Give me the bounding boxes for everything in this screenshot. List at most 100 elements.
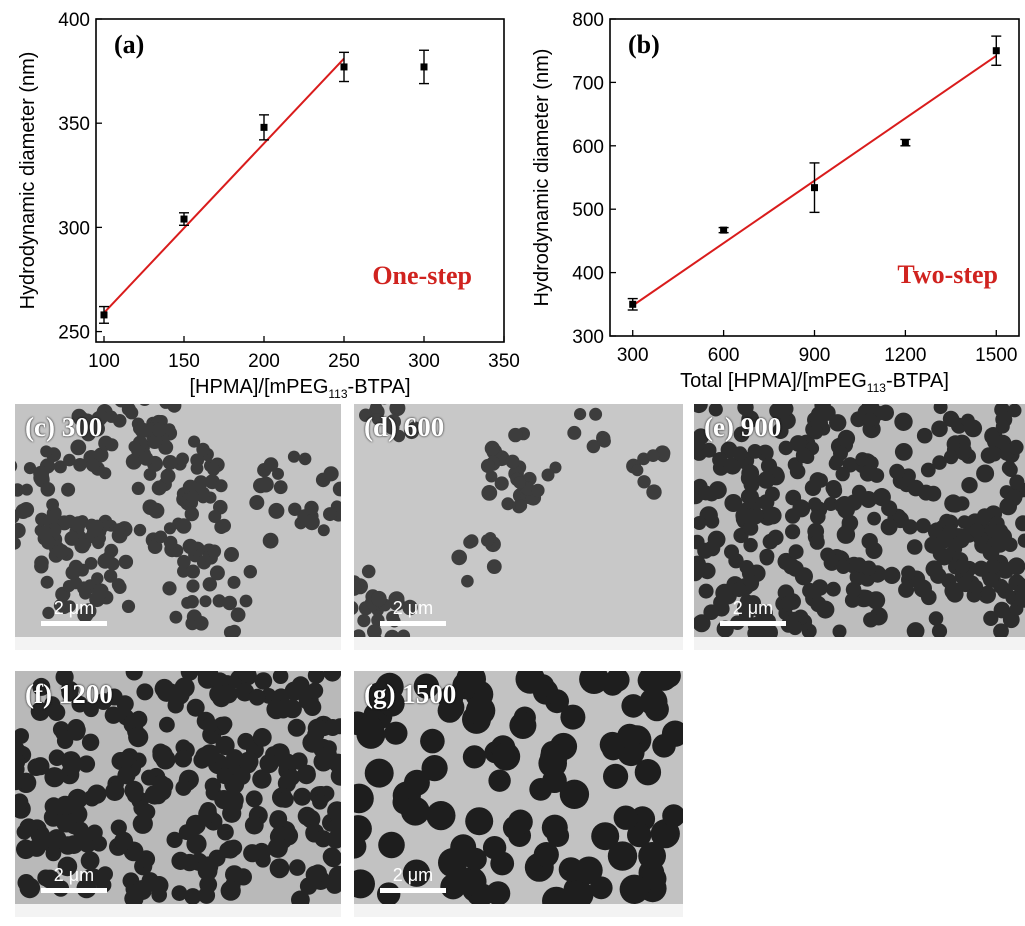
particle	[110, 819, 127, 836]
particle	[995, 419, 1010, 434]
particle	[439, 695, 465, 720]
particle	[61, 482, 76, 497]
particle	[836, 559, 851, 574]
particle	[243, 844, 262, 863]
particle	[764, 486, 780, 502]
particle	[159, 716, 175, 733]
particle	[737, 404, 754, 416]
particle	[217, 823, 234, 841]
micrograph-particles	[694, 404, 1025, 642]
particle	[936, 549, 953, 566]
particle	[163, 535, 178, 550]
particle	[15, 728, 29, 744]
particle	[712, 452, 728, 468]
tem-panel-e: (e) 900 2 μm	[694, 404, 1025, 650]
micrograph-footer	[15, 637, 341, 650]
particle	[541, 814, 568, 841]
particle	[371, 413, 385, 426]
particle	[176, 518, 192, 534]
data-point	[811, 184, 818, 192]
particle	[252, 769, 272, 789]
particle	[323, 466, 339, 482]
particle	[456, 671, 486, 694]
particle	[1008, 439, 1024, 455]
particle	[314, 830, 332, 848]
particle	[694, 565, 704, 582]
particle	[230, 607, 246, 623]
particle	[152, 774, 170, 792]
particle	[201, 717, 218, 733]
y-tick-label: 500	[572, 200, 604, 221]
particle	[23, 462, 37, 475]
particle	[128, 727, 149, 748]
particle	[277, 791, 294, 808]
particle	[809, 534, 825, 550]
particle	[920, 462, 936, 478]
particle	[47, 829, 67, 849]
particle	[131, 481, 145, 495]
particle	[304, 514, 320, 531]
tem-label-d: (d) 600	[364, 412, 445, 442]
particle	[789, 435, 807, 452]
particle	[740, 468, 759, 488]
data-point	[340, 63, 348, 71]
particle	[20, 483, 33, 496]
particle	[603, 763, 629, 789]
particle	[202, 577, 217, 592]
particle	[154, 530, 168, 544]
particle	[289, 859, 306, 876]
particle	[643, 867, 667, 891]
particle	[933, 404, 948, 415]
particle	[1001, 499, 1016, 514]
particle	[198, 856, 219, 877]
particle	[176, 452, 189, 466]
tem-panel-g: (g) 1500 2 μm	[354, 671, 683, 917]
particle	[233, 767, 251, 785]
micrograph-footer	[354, 904, 683, 917]
particle	[34, 555, 49, 571]
particle	[177, 564, 190, 578]
particle	[471, 883, 494, 907]
particle	[703, 604, 719, 620]
particle	[978, 585, 996, 604]
particle	[326, 876, 341, 894]
particle	[86, 458, 100, 472]
particle	[465, 807, 494, 836]
scale-bar: 2 μm	[380, 598, 446, 626]
particle	[93, 583, 109, 599]
particle	[731, 582, 747, 598]
particle	[464, 847, 487, 871]
particle	[863, 612, 879, 628]
particle	[190, 453, 205, 468]
particle	[105, 438, 119, 452]
particle	[209, 684, 229, 704]
particle	[118, 554, 134, 570]
particle	[943, 449, 959, 465]
particle	[778, 440, 794, 456]
particle	[237, 671, 256, 683]
particle	[332, 481, 341, 497]
particle	[780, 596, 797, 612]
scale-bar-text: 2 μm	[392, 865, 434, 885]
x-tick-label: 900	[799, 345, 831, 366]
particle	[992, 523, 1009, 540]
particle	[30, 702, 50, 721]
particle	[293, 787, 312, 806]
micrograph-particles	[15, 671, 341, 910]
particle	[907, 479, 925, 497]
particle	[652, 734, 676, 758]
particle	[73, 458, 87, 472]
particle	[272, 467, 284, 480]
particle	[637, 475, 651, 489]
fit-line	[103, 57, 345, 314]
particle	[188, 435, 201, 448]
particle	[485, 470, 498, 483]
particle	[732, 446, 748, 461]
particle	[993, 601, 1011, 619]
particle	[224, 547, 239, 562]
particle	[575, 856, 603, 885]
scale-bar-text: 2 μm	[732, 598, 774, 618]
particle	[825, 480, 842, 497]
particle	[239, 594, 253, 608]
particle	[697, 542, 714, 559]
